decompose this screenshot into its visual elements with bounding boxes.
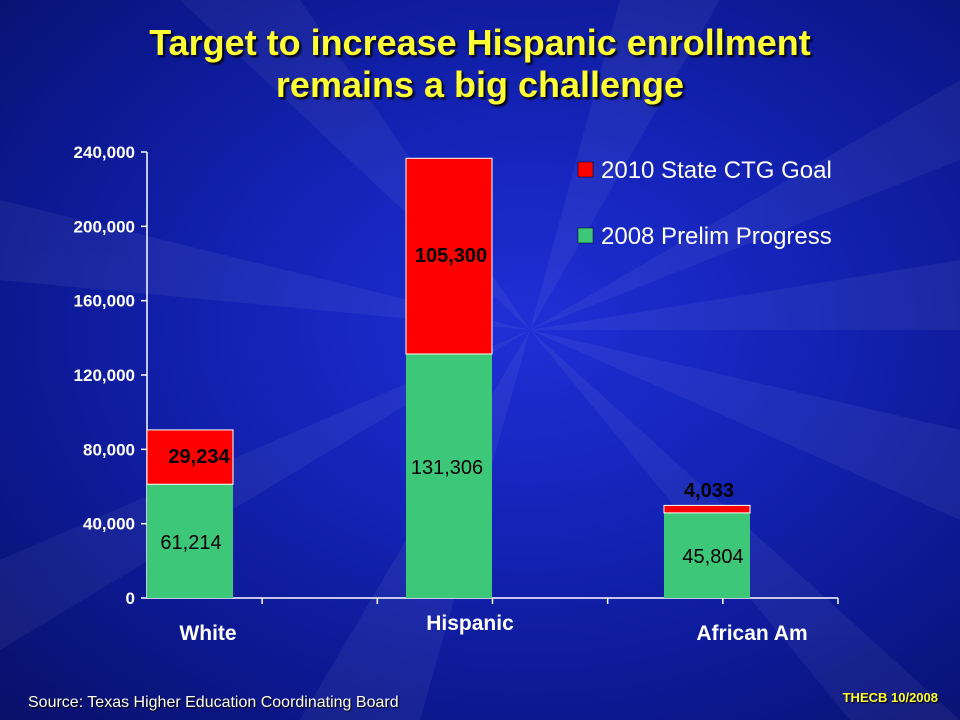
legend-label: 2010 State CTG Goal [601,157,832,184]
chart-legend: 2010 State CTG Goal 2008 Prelim Progress [577,157,832,250]
data-label-progress: 61,214 [160,532,221,554]
data-label-goal: 105,300 [415,245,487,267]
chart-bars: 61,214 131,306 45,804 29,234 105,300 4,033 [146,157,751,598]
y-tick-label: 80,000 [83,440,135,459]
bar-progress [406,353,492,598]
y-tick-label: 160,000 [74,292,135,311]
bar-goal [663,504,751,514]
data-label-goal: 4,033 [684,480,734,502]
x-category-label: African Am [696,622,807,645]
bar-progress [147,484,233,598]
credit-note: THECB 10/2008 [842,690,938,705]
chart-axes: 0 40,000 80,000 120,000 160,000 200,000 240,00… [74,143,839,645]
bar-goal [405,157,493,355]
title-line-2: remains a big challenge [275,64,685,105]
y-tick-label: 120,000 [74,366,135,385]
data-label-goal: 29,234 [168,446,230,468]
bar-goal [146,429,234,485]
y-tick-label: 240,000 [74,143,135,162]
bar-progress [664,512,750,598]
legend-swatch [577,161,594,178]
y-tick-label: 0 [126,589,135,608]
y-tick-label: 200,000 [74,217,135,236]
legend-swatch [577,227,594,244]
y-tick-label: 40,000 [83,515,135,534]
data-label-progress: 45,804 [682,546,743,568]
x-category-label: White [179,622,236,645]
source-note: Source: Texas Higher Education Coordinat… [28,694,399,711]
legend-label: 2008 Prelim Progress [601,223,832,250]
title-line-1: Target to increase Hispanic enrollment [149,22,811,63]
x-category-label: Hispanic [426,612,514,635]
slide-title: Target to increase Hispanic enrollment r… [40,22,920,106]
data-label-progress: 131,306 [411,457,483,479]
